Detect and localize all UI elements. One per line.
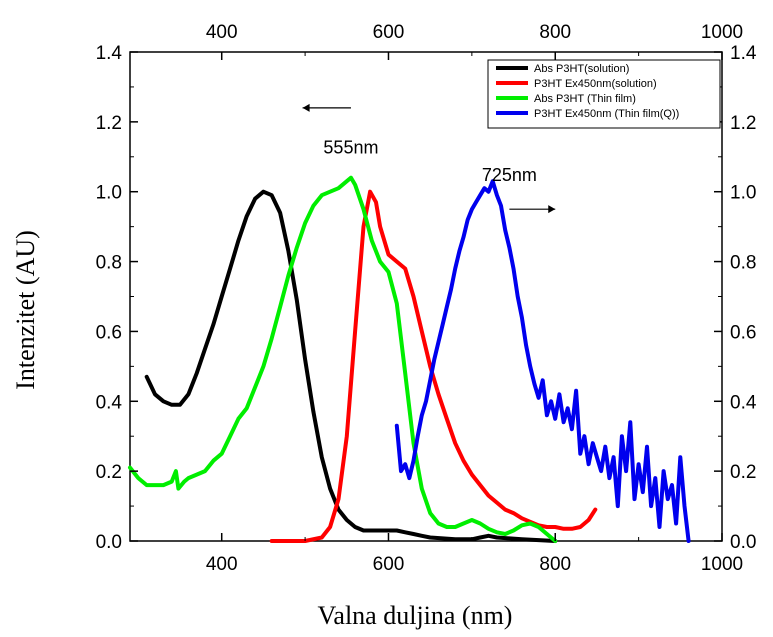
spectra-curves [128,175,691,543]
legend: Abs P3HT(solution) P3HT Ex450nm(solution)… [487,59,721,129]
legend-box [487,59,721,129]
series-line-1 [144,189,558,543]
y-tick-label-left: 0.4 [96,392,123,413]
y-tick-label-left: 0.6 [96,322,122,343]
legend-label-2: P3HT Ex450nm(solution) [534,78,657,90]
y-tick-label-left: 1.0 [96,183,122,204]
y-tick-label-left: 1.4 [96,43,123,64]
x-tick-label-top: 400 [206,22,238,43]
legend-label-3: Abs P3HT (Thin film) [534,93,636,105]
x-tick-label-bottom: 600 [373,554,405,575]
annotation-arrow-head-1 [302,103,310,112]
y-tick-label-left: 0.0 [96,532,122,553]
x-axis-label: Valna duljina (nm) [318,601,513,630]
legend-label-1: Abs P3HT(solution) [534,63,629,75]
series-line-2 [269,189,598,543]
y-tick-label-left: 0.2 [96,462,122,483]
y-tick-label-left: 1.2 [96,113,122,134]
x-tick-label-top: 600 [373,22,405,43]
y-tick-label-left: 0.8 [96,253,122,274]
y-tick-label-right: 1.0 [730,183,756,204]
y-tick-label-right: 0.6 [730,322,756,343]
x-tick-label-bottom: 1000 [701,554,743,575]
series-line-3 [128,175,558,543]
y-tick-label-right: 0.4 [730,392,757,413]
annotations: 555nm 725nm [302,103,556,214]
legend-label-4: P3HT Ex450nm (Thin film(Q)) [534,108,679,120]
y-tick-label-right: 1.2 [730,113,756,134]
y-tick-label-right: 0.2 [730,462,756,483]
x-tick-label-bottom: 400 [206,554,238,575]
x-tick-label-top: 800 [539,22,571,43]
x-tick-label-top: 1000 [701,22,743,43]
annotation-label-1: 555nm [323,137,378,157]
y-axis-label: Intenzitet (AU) [11,230,40,390]
x-tick-label-bottom: 800 [539,554,571,575]
y-tick-label-right: 0.0 [730,532,756,553]
annotation-label-2: 725nm [482,165,537,185]
series-line-4 [394,179,691,543]
annotation-arrow-head-2 [548,205,556,214]
y-tick-label-right: 1.4 [730,43,757,64]
y-tick-label-right: 0.8 [730,253,756,274]
